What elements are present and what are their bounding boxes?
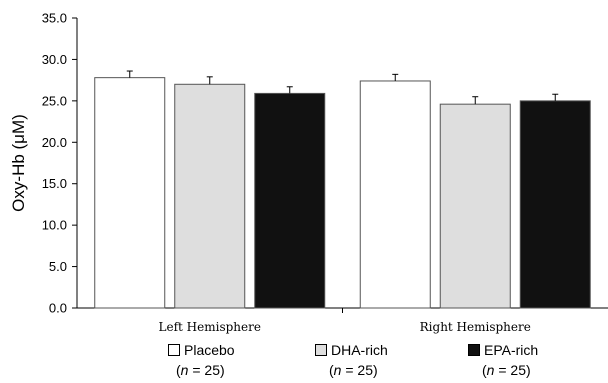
y-tick-label-0: 0.0 [49,301,67,316]
y-tick-label-3: 15.0 [42,176,67,191]
bar-dha-rich-1 [439,103,511,309]
legend-item-epa: EPA-rich (n = 25) [468,340,538,380]
y-tick-label-6: 30.0 [42,52,67,67]
y-tick-label-2: 10.0 [42,218,67,233]
y-tick-label-7: 35.0 [42,11,67,26]
bar-dha-rich-0 [174,83,246,309]
legend-n-placebo: (n = 25) [176,362,225,378]
legend-item-placebo: Placebo (n = 25) [168,340,235,380]
y-axis-label: Oxy-Hb (μM) [9,114,28,212]
bar-placebo-0 [94,77,166,309]
legend-label-placebo: Placebo [184,342,235,358]
x-category-label-1: Right Hemisphere [420,320,531,334]
x-category-label-0: Left Hemisphere [159,320,261,334]
legend-item-dha: DHA-rich (n = 25) [315,340,388,380]
legend-swatch-epa [468,344,480,357]
chart-plot: 0.0 5.0 10.0 15.0 20.0 25.0 30.0 35.0 Oxy-Hb (μM… [9,11,608,334]
legend-n-dha: (n = 25) [329,362,378,378]
bar-epa-rich-0 [254,92,326,309]
legend-n-epa: (n = 25) [482,362,531,378]
legend-label-dha: DHA-rich [331,342,388,358]
bar-placebo-1 [359,80,431,309]
bar-epa-rich-1 [519,100,591,309]
legend-swatch-placebo [168,344,180,357]
y-tick-label-1: 5.0 [49,259,67,274]
y-tick-label-5: 25.0 [42,93,67,108]
y-tick-label-4: 20.0 [42,135,67,150]
legend: Placebo (n = 25) DHA-rich (n = 25) EPA-r… [0,340,608,383]
legend-label-epa: EPA-rich [484,342,539,358]
legend-swatch-dha [315,344,327,357]
